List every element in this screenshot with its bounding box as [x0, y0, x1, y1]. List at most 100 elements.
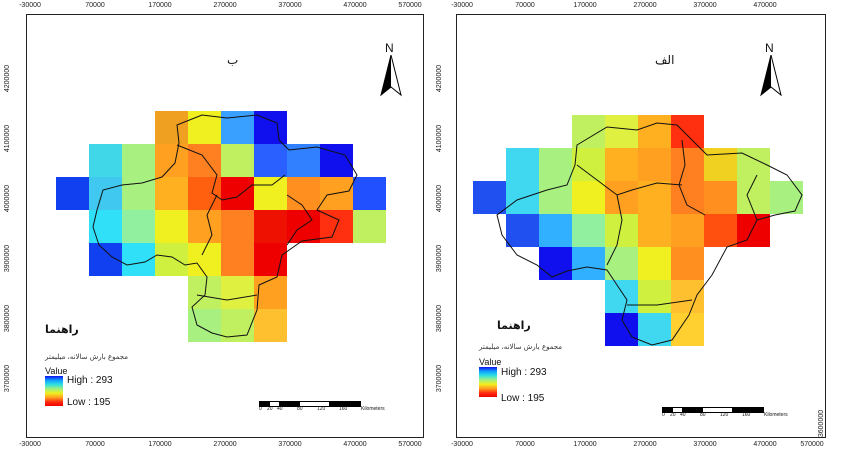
cell	[671, 247, 704, 280]
north-label: N	[765, 41, 774, 55]
x-tick-bottom: 470000	[343, 441, 367, 448]
x-tick-bottom: 70000	[515, 441, 535, 448]
x-tick-bottom: 570000	[800, 441, 824, 448]
x-tick-bottom: 170000	[148, 441, 172, 448]
y-tick: 4000000	[4, 184, 12, 213]
precip-grid-left	[56, 111, 386, 342]
cell	[221, 144, 254, 177]
cell	[188, 210, 221, 243]
boundary-lines	[496, 122, 803, 346]
north-arrow: N	[757, 41, 785, 97]
cell	[704, 214, 737, 247]
cell	[704, 148, 737, 181]
cell	[671, 214, 704, 247]
x-tick-top: 70000	[515, 2, 535, 9]
cell	[89, 144, 122, 177]
cell	[638, 181, 671, 214]
cell	[506, 214, 539, 247]
x-tick-bottom: 370000	[278, 441, 302, 448]
cell	[155, 177, 188, 210]
cell	[353, 177, 386, 210]
x-tick-bottom: 470000	[753, 441, 777, 448]
cell	[671, 181, 704, 214]
scale-label: 120	[720, 412, 729, 418]
cell	[539, 247, 572, 280]
cell	[254, 243, 287, 276]
y-tick: 4200000	[436, 64, 444, 93]
scale-label: 160	[339, 406, 348, 412]
cell	[605, 181, 638, 214]
x-tick-bottom: 370000	[693, 441, 717, 448]
x-tick-top: -30000	[451, 2, 473, 9]
cell	[704, 181, 737, 214]
cell	[188, 111, 221, 144]
cell	[188, 144, 221, 177]
y-tick: 4100000	[4, 124, 12, 153]
cell	[287, 177, 320, 210]
x-tick-top: 170000	[573, 2, 597, 9]
x-tick-bottom: -30000	[19, 441, 41, 448]
cell	[188, 177, 221, 210]
scale-label: Kilometers	[361, 406, 385, 412]
cell	[737, 181, 770, 214]
cell	[539, 181, 572, 214]
x-tick-bottom: 70000	[85, 441, 105, 448]
cell	[221, 210, 254, 243]
cell	[188, 243, 221, 276]
scale-bar: 0 20 40 80 120 160 Kilometers	[662, 407, 807, 421]
scale-label: 0	[662, 412, 665, 418]
cell	[539, 214, 572, 247]
cell	[605, 148, 638, 181]
legend-subtitle: مجموع بارش سالانه، میلیمتر	[45, 353, 129, 361]
x-tick-top: 370000	[693, 2, 717, 9]
y-tick: 3800000	[4, 304, 12, 333]
y-tick: 4100000	[436, 124, 444, 153]
north-label: N	[385, 41, 394, 55]
legend-value-label: Value	[479, 357, 502, 367]
scale-label: 0	[259, 406, 262, 412]
x-tick-bottom: 170000	[573, 441, 597, 448]
north-arrow-icon	[380, 55, 402, 97]
cell	[638, 148, 671, 181]
cell	[89, 177, 122, 210]
legend-low: Low : 195	[501, 393, 545, 404]
cell	[605, 115, 638, 148]
cell	[254, 210, 287, 243]
scale-label: 20	[670, 412, 676, 418]
panel-title: الف	[655, 53, 675, 67]
y-tick: 3900000	[436, 244, 444, 273]
y-tick: 4200000	[4, 64, 12, 93]
x-tick-bottom: -30000	[451, 441, 473, 448]
y-tick: 3900000	[4, 244, 12, 273]
cell	[221, 276, 254, 309]
cell	[572, 247, 605, 280]
x-tick-top: 270000	[213, 2, 237, 9]
cell	[638, 115, 671, 148]
cell	[671, 313, 704, 346]
cell	[353, 210, 386, 243]
cell	[770, 181, 803, 214]
y-tick: 3800000	[436, 304, 444, 333]
cell	[539, 148, 572, 181]
x-tick-bottom: 270000	[633, 441, 657, 448]
legend-low: Low : 195	[67, 397, 111, 408]
scale-label: 80	[700, 412, 706, 418]
legend-high: High : 293	[501, 367, 547, 378]
x-tick-top: 470000	[343, 2, 367, 9]
cell	[122, 210, 155, 243]
cell	[605, 280, 638, 313]
y-tick: 3700000	[436, 364, 444, 393]
cell	[638, 280, 671, 313]
north-arrow: N	[377, 41, 405, 97]
legend-subtitle: مجموع بارش سالانه، میلیمتر	[479, 343, 563, 351]
cell	[155, 243, 188, 276]
legend-title: راهنما	[497, 319, 531, 332]
cell	[572, 148, 605, 181]
x-tick-bottom: 270000	[213, 441, 237, 448]
panel-title: ب	[227, 53, 239, 67]
scale-label: Kilometers	[764, 412, 788, 418]
x-tick-top: 270000	[633, 2, 657, 9]
scale-label: 40	[277, 406, 283, 412]
cell	[671, 280, 704, 313]
map-panel-left: ب N راهنما مجموع بارش سالانه، میلیمتر Va…	[26, 14, 424, 438]
